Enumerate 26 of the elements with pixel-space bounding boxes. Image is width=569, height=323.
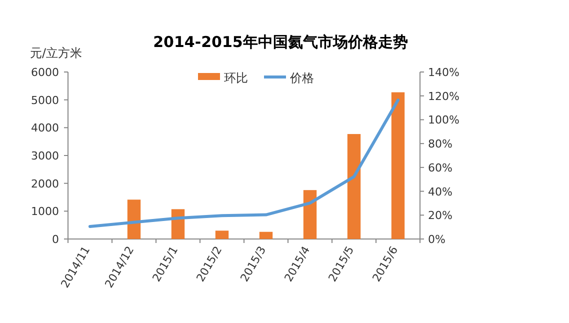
y-tick-label: 0 xyxy=(52,233,59,246)
chart-title: 2014-2015年中国氦气市场价格走势 xyxy=(153,33,408,51)
y-tick-label: 3000 xyxy=(31,150,59,162)
legend-label: 价格 xyxy=(289,71,314,85)
y2-tick-label: 80% xyxy=(428,138,452,151)
y2-tick-label: 120% xyxy=(428,90,460,103)
bar xyxy=(127,200,141,239)
y2-tick-label: 140% xyxy=(428,66,460,79)
y-tick-label: 5000 xyxy=(31,94,59,107)
bar xyxy=(259,232,273,239)
bar xyxy=(391,92,405,239)
y2-tick-label: 0% xyxy=(428,233,446,246)
bar xyxy=(303,190,317,239)
bar xyxy=(347,134,361,239)
legend-label: 环比 xyxy=(224,71,248,85)
line-series xyxy=(88,98,400,228)
y-axis-title: 元/立方米 xyxy=(30,46,82,60)
y2-tick-label: 40% xyxy=(428,185,452,198)
y2-tick-label: 60% xyxy=(428,161,452,174)
y-tick-label: 2000 xyxy=(31,177,59,190)
y2-tick-label: 100% xyxy=(428,114,460,127)
y2-tick-label: 20% xyxy=(428,209,452,222)
y-tick-label: 6000 xyxy=(31,66,59,79)
y-tick-label: 1000 xyxy=(31,205,59,218)
y-tick-label: 4000 xyxy=(31,122,59,135)
bar xyxy=(215,230,229,239)
